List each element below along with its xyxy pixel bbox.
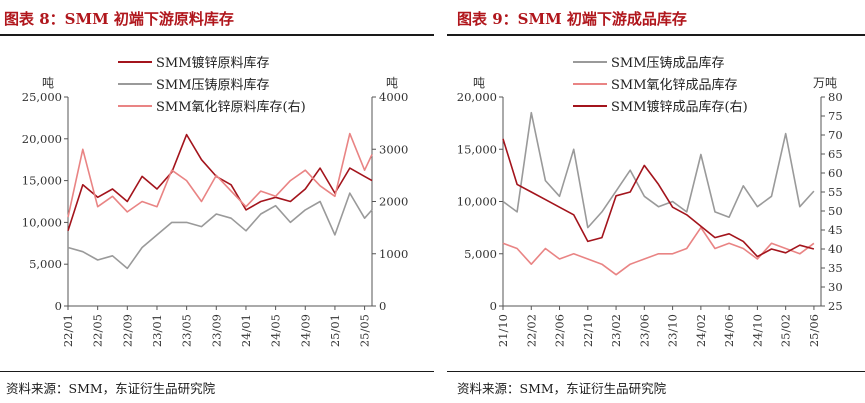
right-series-line-1 [502,111,815,229]
right-source-note: 资料来源：SMM，东证衍生品研究院 [457,381,667,396]
left-series-line-3 [67,132,373,218]
right-x-tick-label: 25/06 [807,314,821,347]
right-source-rule [447,371,865,372]
left-x-tick-label: 23/09 [209,314,223,347]
right-y-right-tick-label: 75 [828,109,843,123]
left-legend-label-1: SMM镀锌原料库存 [156,55,270,71]
right-y-right-tick-label: 45 [828,223,843,237]
right-x-tick-label: 22/06 [553,314,567,347]
left-y-left-unit: 吨 [42,76,54,90]
left-y-left-tick-label: 25,000 [22,90,62,104]
right-y-right-tick-label: 30 [828,280,843,294]
left-x-tick-label: 24/01 [239,314,253,347]
left-x-tick-label: 22/09 [120,314,134,347]
right-y-right-tick-label: 70 [828,128,843,142]
right-y-left-tick-label: 0 [490,299,497,313]
left-x-tick-label: 25/05 [358,314,372,347]
right-y-left-tick-label: 10,000 [457,195,497,209]
right-y-right-tick-label: 50 [828,204,843,218]
left-y-right-tick-label: 3000 [379,142,408,156]
right-figure-title: 图表 9：SMM 初端下游成品库存 [457,10,687,28]
right-y-right-tick-label: 60 [828,166,843,180]
right-legend-label-1: SMM压铸成品库存 [611,55,725,71]
right-y-left-tick-label: 15,000 [457,142,497,156]
right-x-tick-label: 24/02 [694,314,708,347]
left-y-left-tick-label: 5,000 [29,257,62,271]
right-x-tick-label: 25/02 [779,314,793,347]
right-y-right-tick-label: 40 [828,242,843,256]
right-x-tick-label: 21/10 [496,314,510,347]
right-y-right-tick-label: 80 [828,90,843,104]
right-legend-label-2: SMM氧化锌成品库存 [611,77,738,93]
left-x-tick-label: 22/05 [91,314,105,347]
right-x-tick-label: 23/02 [609,314,623,347]
right-x-tick-label: 24/06 [722,314,736,347]
left-source-rule [0,371,434,372]
left-y-right-tick-label: 1000 [379,247,408,261]
left-y-left-tick-label: 15,000 [22,174,62,188]
left-y-right-unit: 吨 [386,76,398,90]
left-source-note: 资料来源：SMM，东证衍生品研究院 [6,381,216,396]
left-x-tick-label: 22/01 [61,314,75,347]
right-chart: 0 5,000 10,000 15,000 20,000 25 30 35 40 45 50 55 60… [457,55,843,347]
left-y-left-tick-label: 0 [55,299,62,313]
right-y-right-unit: 万吨 [813,76,837,90]
left-legend-label-2: SMM压铸原料库存 [156,77,270,93]
right-legend-label-3: SMM镀锌成品库存(右) [611,99,748,115]
right-y-left-tick-label: 20,000 [457,90,497,104]
left-legend-label-3: SMM氧化锌原料库存(右) [156,99,306,115]
left-figure: 图表 8：SMM 初端下游原料库存 0 5,000 10,000 15,000 20,0… [0,10,434,396]
right-x-tick-label: 22/10 [581,314,595,347]
left-x-tick-label: 24/09 [298,314,312,347]
left-x-tick-label: 25/01 [328,314,342,347]
right-y-right-tick-label: 65 [828,147,843,161]
right-y-right-tick-label: 55 [828,185,843,199]
left-chart: 0 5,000 10,000 15,000 20,000 25,000 0 1000 2000 3… [22,55,409,347]
left-series-line-2 [67,192,373,270]
right-figure: 图表 9：SMM 初端下游成品库存 0 5,000 10,000 15,000 20,0… [447,0,865,403]
left-x-tick-label: 23/01 [150,314,164,347]
left-y-left-tick-label: 20,000 [22,132,62,146]
right-y-right-tick-label: 25 [828,299,843,313]
right-title-rule [447,34,865,36]
right-x-tick-label: 24/10 [750,314,764,347]
left-y-right-tick-label: 4000 [379,90,408,104]
left-x-tick-label: 24/05 [269,314,283,347]
right-y-left-tick-label: 5,000 [464,247,497,261]
right-x-tick-label: 22/02 [524,314,538,347]
left-x-tick-label: 23/05 [180,314,194,347]
left-y-left-tick-label: 10,000 [22,215,62,229]
left-y-right-tick-label: 2000 [379,195,408,209]
right-x-tick-label: 23/06 [637,314,651,347]
left-figure-title: 图表 8：SMM 初端下游原料库存 [4,10,234,28]
right-y-right-tick-label: 35 [828,261,843,275]
right-y-left-unit: 吨 [473,76,485,90]
left-y-right-tick-label: 0 [379,299,386,313]
left-title-rule [0,34,434,36]
right-series-line-3 [502,138,815,258]
right-x-tick-label: 23/10 [666,314,680,347]
left-series-line-1 [67,133,373,232]
